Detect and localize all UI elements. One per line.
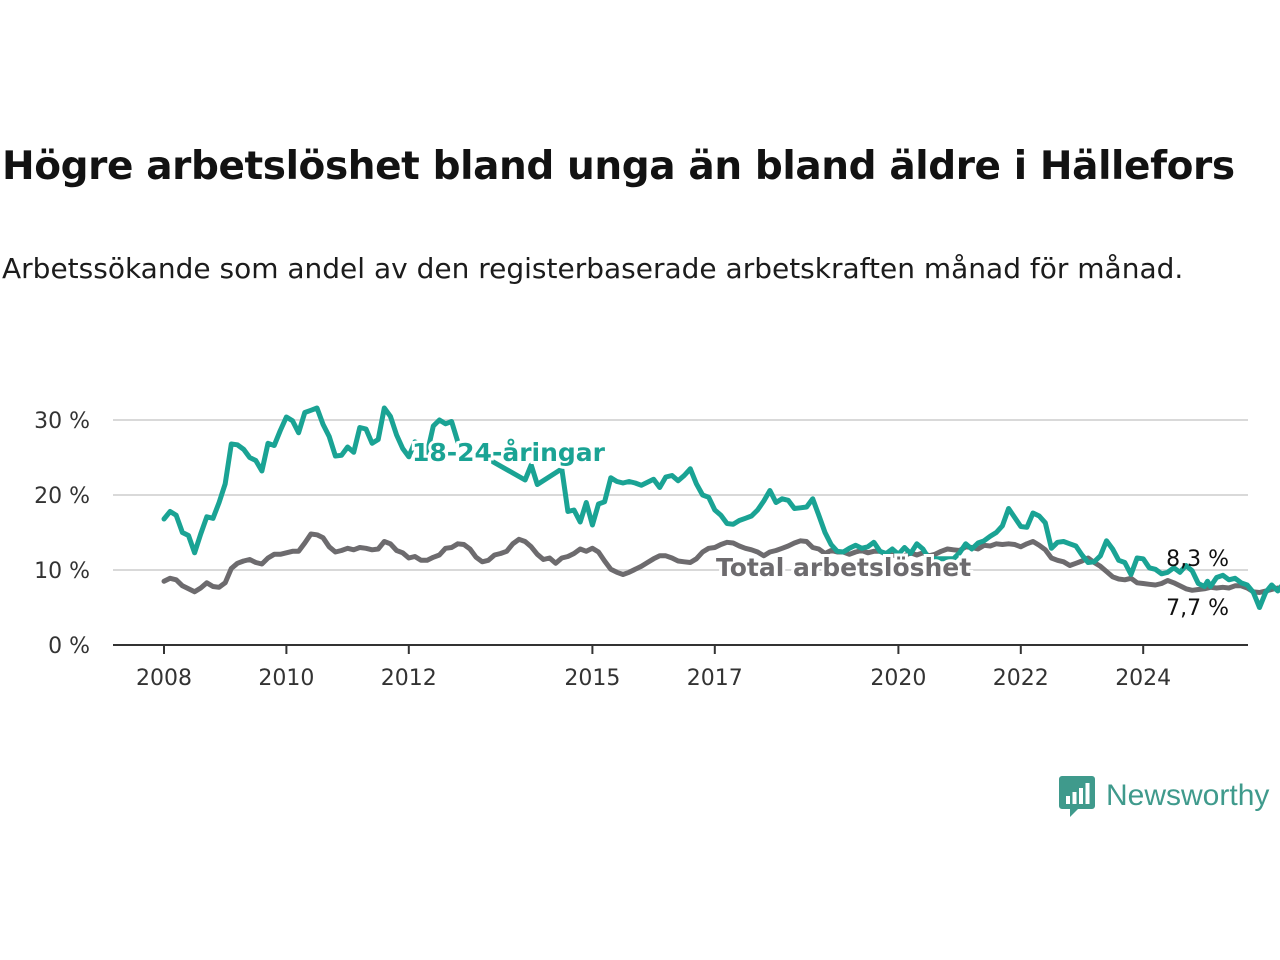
y-axis-ticks: 0 % 10 % 20 % 30 % <box>34 409 90 659</box>
newsworthy-logo-icon <box>1059 776 1095 817</box>
x-tick-label: 2022 <box>993 666 1049 691</box>
y-tick-label: 20 % <box>34 484 90 509</box>
x-tick-label: 2020 <box>870 666 926 691</box>
series-lines <box>161 405 1280 610</box>
line-chart: 0 % 10 % 20 % 30 % 2008 2010 2012 2015 2017 2020… <box>34 405 1280 691</box>
x-tick-label: 2012 <box>381 666 437 691</box>
x-tick-label: 2017 <box>687 666 743 691</box>
brand: Newsworthy <box>1058 774 1269 818</box>
youth-end-label: 8,3 % <box>1166 547 1229 572</box>
y-tick-label: 30 % <box>34 409 90 434</box>
x-axis-ticks: 2008 2010 2012 2015 2017 2020 2022 2024 <box>136 645 1171 691</box>
series-labels: 18-24-åringar Total arbetslöshet 8,3 % 7,7 … <box>409 435 1232 624</box>
chart-title: Högre arbetslöshet bland unga än bland ä… <box>2 144 1235 189</box>
y-tick-label: 0 % <box>48 634 90 659</box>
youth-line <box>161 405 1280 610</box>
x-tick-label: 2008 <box>136 666 192 691</box>
x-tick-label: 2010 <box>258 666 314 691</box>
chart-subtitle: Arbetssökande som andel av den registerb… <box>2 252 1184 285</box>
total-series-label: Total arbetslöshet <box>716 553 971 582</box>
x-tick-label: 2024 <box>1115 666 1171 691</box>
x-tick-label: 2015 <box>564 666 620 691</box>
y-tick-label: 10 % <box>34 559 90 584</box>
total-line <box>161 531 1280 595</box>
total-end-label: 7,7 % <box>1166 596 1229 621</box>
youth-series-label: 18-24-åringar <box>412 438 606 467</box>
brand-name: Newsworthy <box>1106 779 1270 812</box>
